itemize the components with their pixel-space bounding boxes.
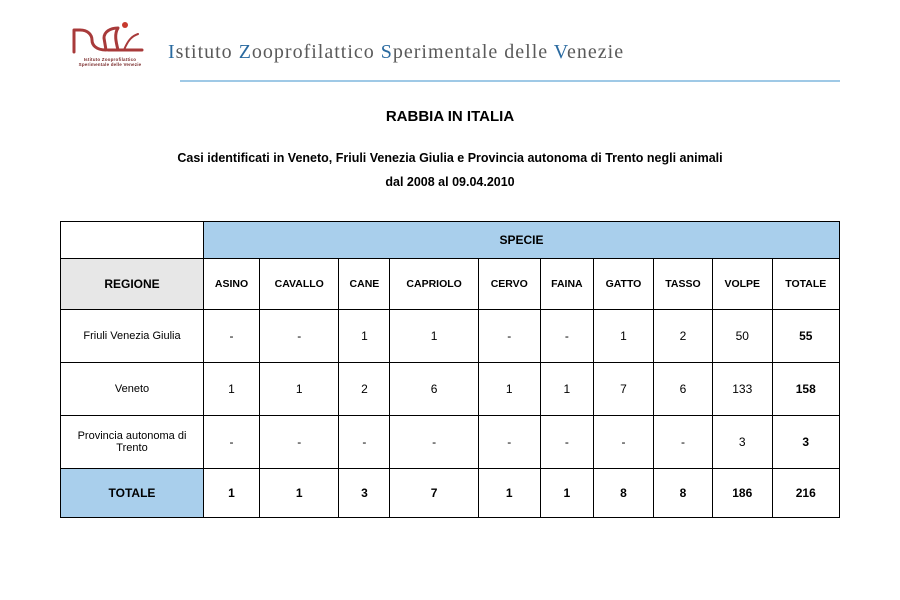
col-header: ASINO bbox=[204, 258, 260, 309]
empty-corner-cell bbox=[61, 221, 204, 258]
regione-header: REGIONE bbox=[61, 258, 204, 309]
logo-block: Istituto Zooprofilattico Sperimentale de… bbox=[70, 20, 150, 70]
totale-cell: 1 bbox=[478, 468, 540, 517]
header-row-2: REGIONE ASINO CAVALLO CANE CAPRIOLO CERV… bbox=[61, 258, 840, 309]
totale-cell: 7 bbox=[390, 468, 479, 517]
col-header: CANE bbox=[339, 258, 390, 309]
region-cell: Friuli Venezia Giulia bbox=[61, 309, 204, 362]
value-cell: 1 bbox=[204, 362, 260, 415]
table-row: Provincia autonoma di Trento - - - - - -… bbox=[61, 415, 840, 468]
value-cell: 2 bbox=[339, 362, 390, 415]
value-cell: 6 bbox=[653, 362, 712, 415]
value-cell: - bbox=[594, 415, 654, 468]
org-title-cap-3: S bbox=[381, 41, 393, 63]
value-cell: 2 bbox=[653, 309, 712, 362]
value-cell: 3 bbox=[713, 415, 772, 468]
value-cell: 1 bbox=[540, 362, 593, 415]
totale-cell: 1 bbox=[540, 468, 593, 517]
value-cell: 1 bbox=[594, 309, 654, 362]
page-header: Istituto Zooprofilattico Sperimentale de… bbox=[60, 20, 840, 70]
value-cell: - bbox=[540, 415, 593, 468]
value-cell: 1 bbox=[390, 309, 479, 362]
value-cell: - bbox=[540, 309, 593, 362]
table-row: Friuli Venezia Giulia - - 1 1 - - 1 2 50… bbox=[61, 309, 840, 362]
value-cell: - bbox=[260, 415, 339, 468]
header-row-1: SPECIE bbox=[61, 221, 840, 258]
value-cell: 7 bbox=[594, 362, 654, 415]
logo-caption: Istituto Zooprofilattico Sperimentale de… bbox=[79, 58, 142, 68]
value-cell: - bbox=[339, 415, 390, 468]
header-rule bbox=[180, 80, 840, 82]
totale-cell: 186 bbox=[713, 468, 772, 517]
org-title: Istituto Zooprofilattico Sperimentale de… bbox=[168, 41, 624, 70]
main-title: RABBIA IN ITALIA bbox=[60, 108, 840, 125]
grand-total-cell: 216 bbox=[772, 468, 840, 517]
data-table: SPECIE REGIONE ASINO CAVALLO CANE CAPRIO… bbox=[60, 221, 840, 518]
col-header: CAPRIOLO bbox=[390, 258, 479, 309]
table-body: Friuli Venezia Giulia - - 1 1 - - 1 2 50… bbox=[61, 309, 840, 517]
row-total-cell: 158 bbox=[772, 362, 840, 415]
region-cell: Veneto bbox=[61, 362, 204, 415]
subtitle-line1: Casi identificati in Veneto, Friuli Vene… bbox=[177, 151, 722, 165]
org-title-part-1: stituto bbox=[176, 41, 239, 63]
col-header: FAINA bbox=[540, 258, 593, 309]
region-cell: Provincia autonoma di Trento bbox=[61, 415, 204, 468]
logo-caption-line2: Sperimentale delle Venezie bbox=[79, 62, 142, 67]
subtitle-line2: dal 2008 al 09.04.2010 bbox=[385, 175, 514, 189]
org-title-cap-4: V bbox=[554, 41, 567, 63]
totale-cell: 8 bbox=[653, 468, 712, 517]
col-header: GATTO bbox=[594, 258, 654, 309]
izsve-logo-icon bbox=[70, 20, 150, 58]
value-cell: - bbox=[204, 309, 260, 362]
row-total-cell: 55 bbox=[772, 309, 840, 362]
totale-row: TOTALE 1 1 3 7 1 1 8 8 186 216 bbox=[61, 468, 840, 517]
subtitle: Casi identificati in Veneto, Friuli Vene… bbox=[60, 147, 840, 195]
org-title-cap-1: I bbox=[168, 41, 176, 63]
value-cell: 133 bbox=[713, 362, 772, 415]
col-header: TASSO bbox=[653, 258, 712, 309]
table-head: SPECIE REGIONE ASINO CAVALLO CANE CAPRIO… bbox=[61, 221, 840, 309]
col-header: CERVO bbox=[478, 258, 540, 309]
totale-cell: 1 bbox=[204, 468, 260, 517]
org-title-part-2: ooprofilattico bbox=[252, 41, 381, 63]
value-cell: 1 bbox=[339, 309, 390, 362]
value-cell: 1 bbox=[260, 362, 339, 415]
value-cell: - bbox=[478, 415, 540, 468]
value-cell: - bbox=[260, 309, 339, 362]
col-header: VOLPE bbox=[713, 258, 772, 309]
totale-cell: 3 bbox=[339, 468, 390, 517]
org-title-cap-2: Z bbox=[239, 41, 252, 63]
value-cell: - bbox=[204, 415, 260, 468]
value-cell: - bbox=[478, 309, 540, 362]
table-row: Veneto 1 1 2 6 1 1 7 6 133 158 bbox=[61, 362, 840, 415]
totale-cell: 1 bbox=[260, 468, 339, 517]
col-header: CAVALLO bbox=[260, 258, 339, 309]
totale-cell: 8 bbox=[594, 468, 654, 517]
row-total-cell: 3 bbox=[772, 415, 840, 468]
value-cell: - bbox=[390, 415, 479, 468]
specie-header: SPECIE bbox=[204, 221, 840, 258]
col-header: TOTALE bbox=[772, 258, 840, 309]
page-root: Istituto Zooprofilattico Sperimentale de… bbox=[0, 0, 900, 538]
org-title-part-3: perimentale delle bbox=[393, 41, 554, 63]
value-cell: 6 bbox=[390, 362, 479, 415]
org-title-part-4: enezie bbox=[567, 41, 624, 63]
totale-label-cell: TOTALE bbox=[61, 468, 204, 517]
value-cell: 50 bbox=[713, 309, 772, 362]
value-cell: 1 bbox=[478, 362, 540, 415]
value-cell: - bbox=[653, 415, 712, 468]
